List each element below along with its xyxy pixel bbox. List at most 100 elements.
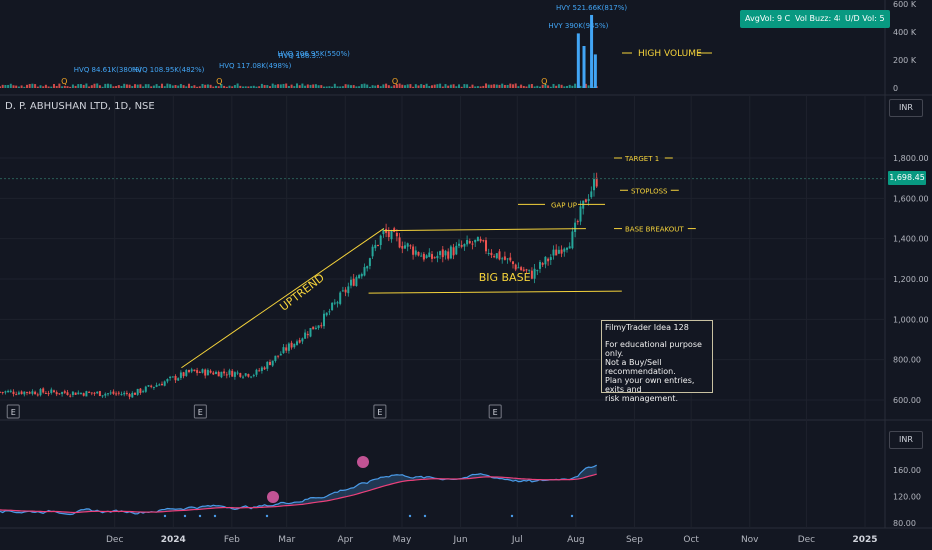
candle-body [485,240,487,252]
rs-currency-button[interactable]: INR [889,431,923,449]
volume-bar [128,84,131,88]
volume-bar [363,83,366,88]
rs-tick-label: 160.00 [893,466,921,475]
candle-body [382,230,385,235]
volume-bar [174,84,177,88]
volume-bar [12,85,15,88]
volume-bar [182,85,185,88]
volume-bar [460,86,463,88]
volume-bar [82,84,85,88]
volume-bar [185,86,188,88]
volume-bar [520,84,523,88]
volume-bar [293,86,296,88]
candle-body [358,275,361,279]
candle-body [498,251,501,260]
candle-body [239,373,242,377]
volume-spike-label: HVQ 206.95K(550%) [278,50,351,58]
candle-body [379,235,382,246]
candle-body [301,338,304,342]
volume-bar [474,86,477,88]
volume-bar [314,84,317,88]
candle-body [44,392,47,394]
candle-body [196,370,199,373]
volume-bar [355,86,358,88]
x-tick-label: Dec [798,535,815,545]
x-tick-label: Sep [626,535,643,545]
volume-bar [452,84,455,88]
volume-bar [150,86,153,88]
candle-body [417,251,420,256]
earnings-e-box [488,404,502,419]
volume-bar [98,85,101,88]
candle-body [533,268,536,279]
candle-body [555,249,558,256]
volume-bar [285,83,288,88]
volume-bar [88,86,91,88]
candle-body [231,370,234,377]
x-tick-label: Aug [567,535,585,545]
candle-body [487,252,490,254]
volume-bar [228,85,231,88]
rs-tick-label: 80.00 [893,519,916,528]
volume-bar [125,84,128,88]
candle-body [377,245,379,247]
volume-bar [560,84,563,88]
note-line: For educational purpose only. [605,340,702,358]
candle-body [260,367,263,371]
candle-body [96,391,99,394]
volume-bar [152,85,155,88]
candle-body [333,302,336,304]
candle-body [120,394,123,396]
volume-bar [371,85,374,88]
x-tick-label: May [393,535,412,545]
volume-bar [333,83,336,88]
volume-bar [252,85,255,88]
candle-body [447,251,450,259]
volume-bar [533,86,536,88]
candle-body [336,302,339,304]
price-currency-button[interactable]: INR [889,99,923,117]
volume-bar [61,86,64,88]
candle-body [360,273,363,277]
x-tick-label: 2024 [161,535,186,545]
volume-bar [290,84,293,88]
note-line: Not a Buy/Sell recommendation. [605,358,676,376]
candle-body [595,177,598,187]
candle-body [198,372,201,374]
volume-bar [269,86,271,88]
candle-body [579,206,582,222]
volume-bar [447,85,450,88]
volume-bar [352,85,355,88]
candle-body [503,256,506,260]
volume-bar [217,86,220,88]
volume-bar [341,86,344,88]
volume-bar [50,86,53,88]
rs-signal-dot [198,514,202,518]
candle-body [255,369,258,375]
volume-bar [142,86,145,88]
candle-body [169,376,172,379]
candle-body [506,258,509,260]
candle-body [233,372,236,377]
candle-body [522,269,525,271]
volume-bar [331,86,334,88]
price-tick-label: 800.00 [893,356,921,365]
price-tick-label: 1,600.00 [893,194,929,203]
volume-bar [144,84,147,88]
ud-vol-badge: U/D Vol: 5 [840,10,890,28]
candle-body [368,258,371,266]
volume-bar [282,83,285,88]
candle-body [85,391,88,397]
volume-bar [117,85,120,88]
candle-body [80,392,82,394]
volume-bar [215,85,217,88]
candle-body [387,231,390,238]
volume-bar [501,83,504,88]
candle-body [428,252,431,257]
volume-bar [225,86,228,88]
candle-body [549,257,552,261]
volume-bar [204,84,207,88]
volume-bar [382,84,385,88]
candle-body [444,250,447,256]
